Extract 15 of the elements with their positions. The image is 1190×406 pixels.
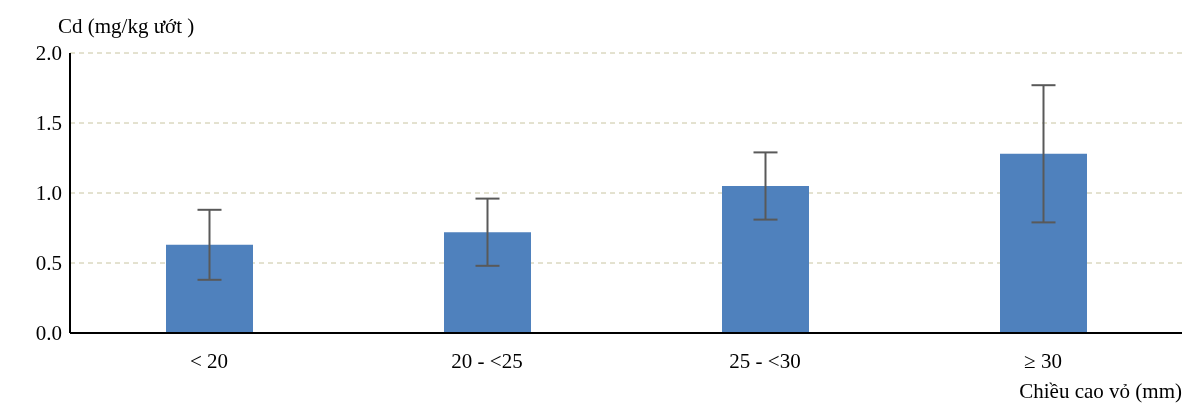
x-tick-label: 20 - <25	[451, 348, 523, 373]
y-tick-label: 0.0	[35, 321, 62, 346]
y-tick-label: 0.5	[35, 251, 62, 276]
x-axis-title: Chiều cao vỏ (mm)	[1019, 379, 1182, 403]
bar	[1000, 153, 1087, 333]
x-tick-label: 25 - <30	[729, 348, 801, 373]
y-axis-title: Cd (mg/kg ướt )	[58, 14, 195, 39]
y-tick-label: 1.5	[35, 111, 62, 136]
bar	[444, 232, 531, 333]
x-tick-label: < 20	[189, 348, 229, 373]
y-tick-label: 2.0	[35, 41, 62, 66]
bar	[166, 244, 253, 333]
y-tick-label: 1.0	[35, 181, 62, 206]
bar	[722, 186, 809, 333]
x-tick-label: ≥ 30	[1024, 348, 1062, 373]
